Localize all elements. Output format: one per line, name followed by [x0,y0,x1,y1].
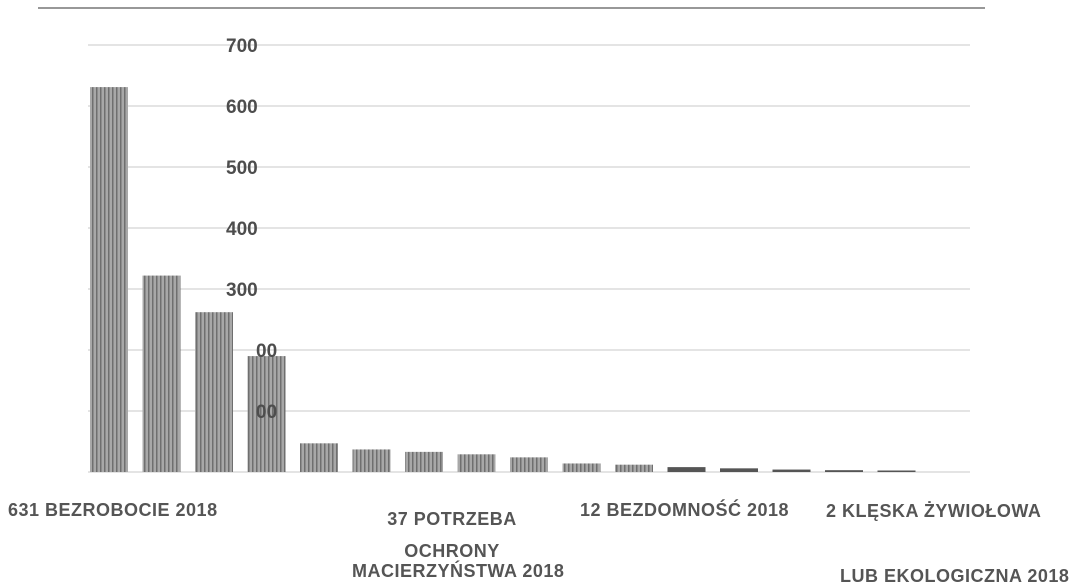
category-label-kleska-zywiolowa: 2 KLĘSKA ŻYWIOŁOWA LUB EKOLOGICZNA 2018 [826,501,1070,586]
bar [615,464,653,472]
y-tick-label: 00 [256,341,277,362]
bar [352,449,391,472]
y-axis-ticks: 700 600 500 400 300 00 00 [226,36,277,423]
y-tick-label: 400 [226,219,258,240]
bar [720,468,758,472]
bar [142,275,181,472]
y-tick-label: 600 [226,97,258,118]
bars [90,87,916,472]
category-label-ochrona-macierzynstwa: 37 POTRZEBA OCHRONY MACIERZYŃSTWA 2018 [352,509,565,581]
y-tick-label: 300 [226,280,258,301]
y-tick-label: 00 [256,402,277,423]
category-label-bezrobocie: 631 BEZROBOCIE 2018 [8,500,218,520]
bar [825,470,863,472]
category-label-bezdomnosc: 12 BEZDOMNOŚĆ 2018 [580,500,790,520]
y-tick-label: 500 [226,158,258,179]
bar [772,469,811,472]
y-tick-label: 700 [226,36,258,57]
bar [457,454,496,472]
bar [510,457,548,472]
bar [247,356,286,472]
bar [562,463,601,472]
bar [405,451,443,472]
bar [195,312,233,472]
bar [877,470,916,472]
bar [90,87,128,472]
bar [300,443,338,472]
bar [667,467,706,472]
